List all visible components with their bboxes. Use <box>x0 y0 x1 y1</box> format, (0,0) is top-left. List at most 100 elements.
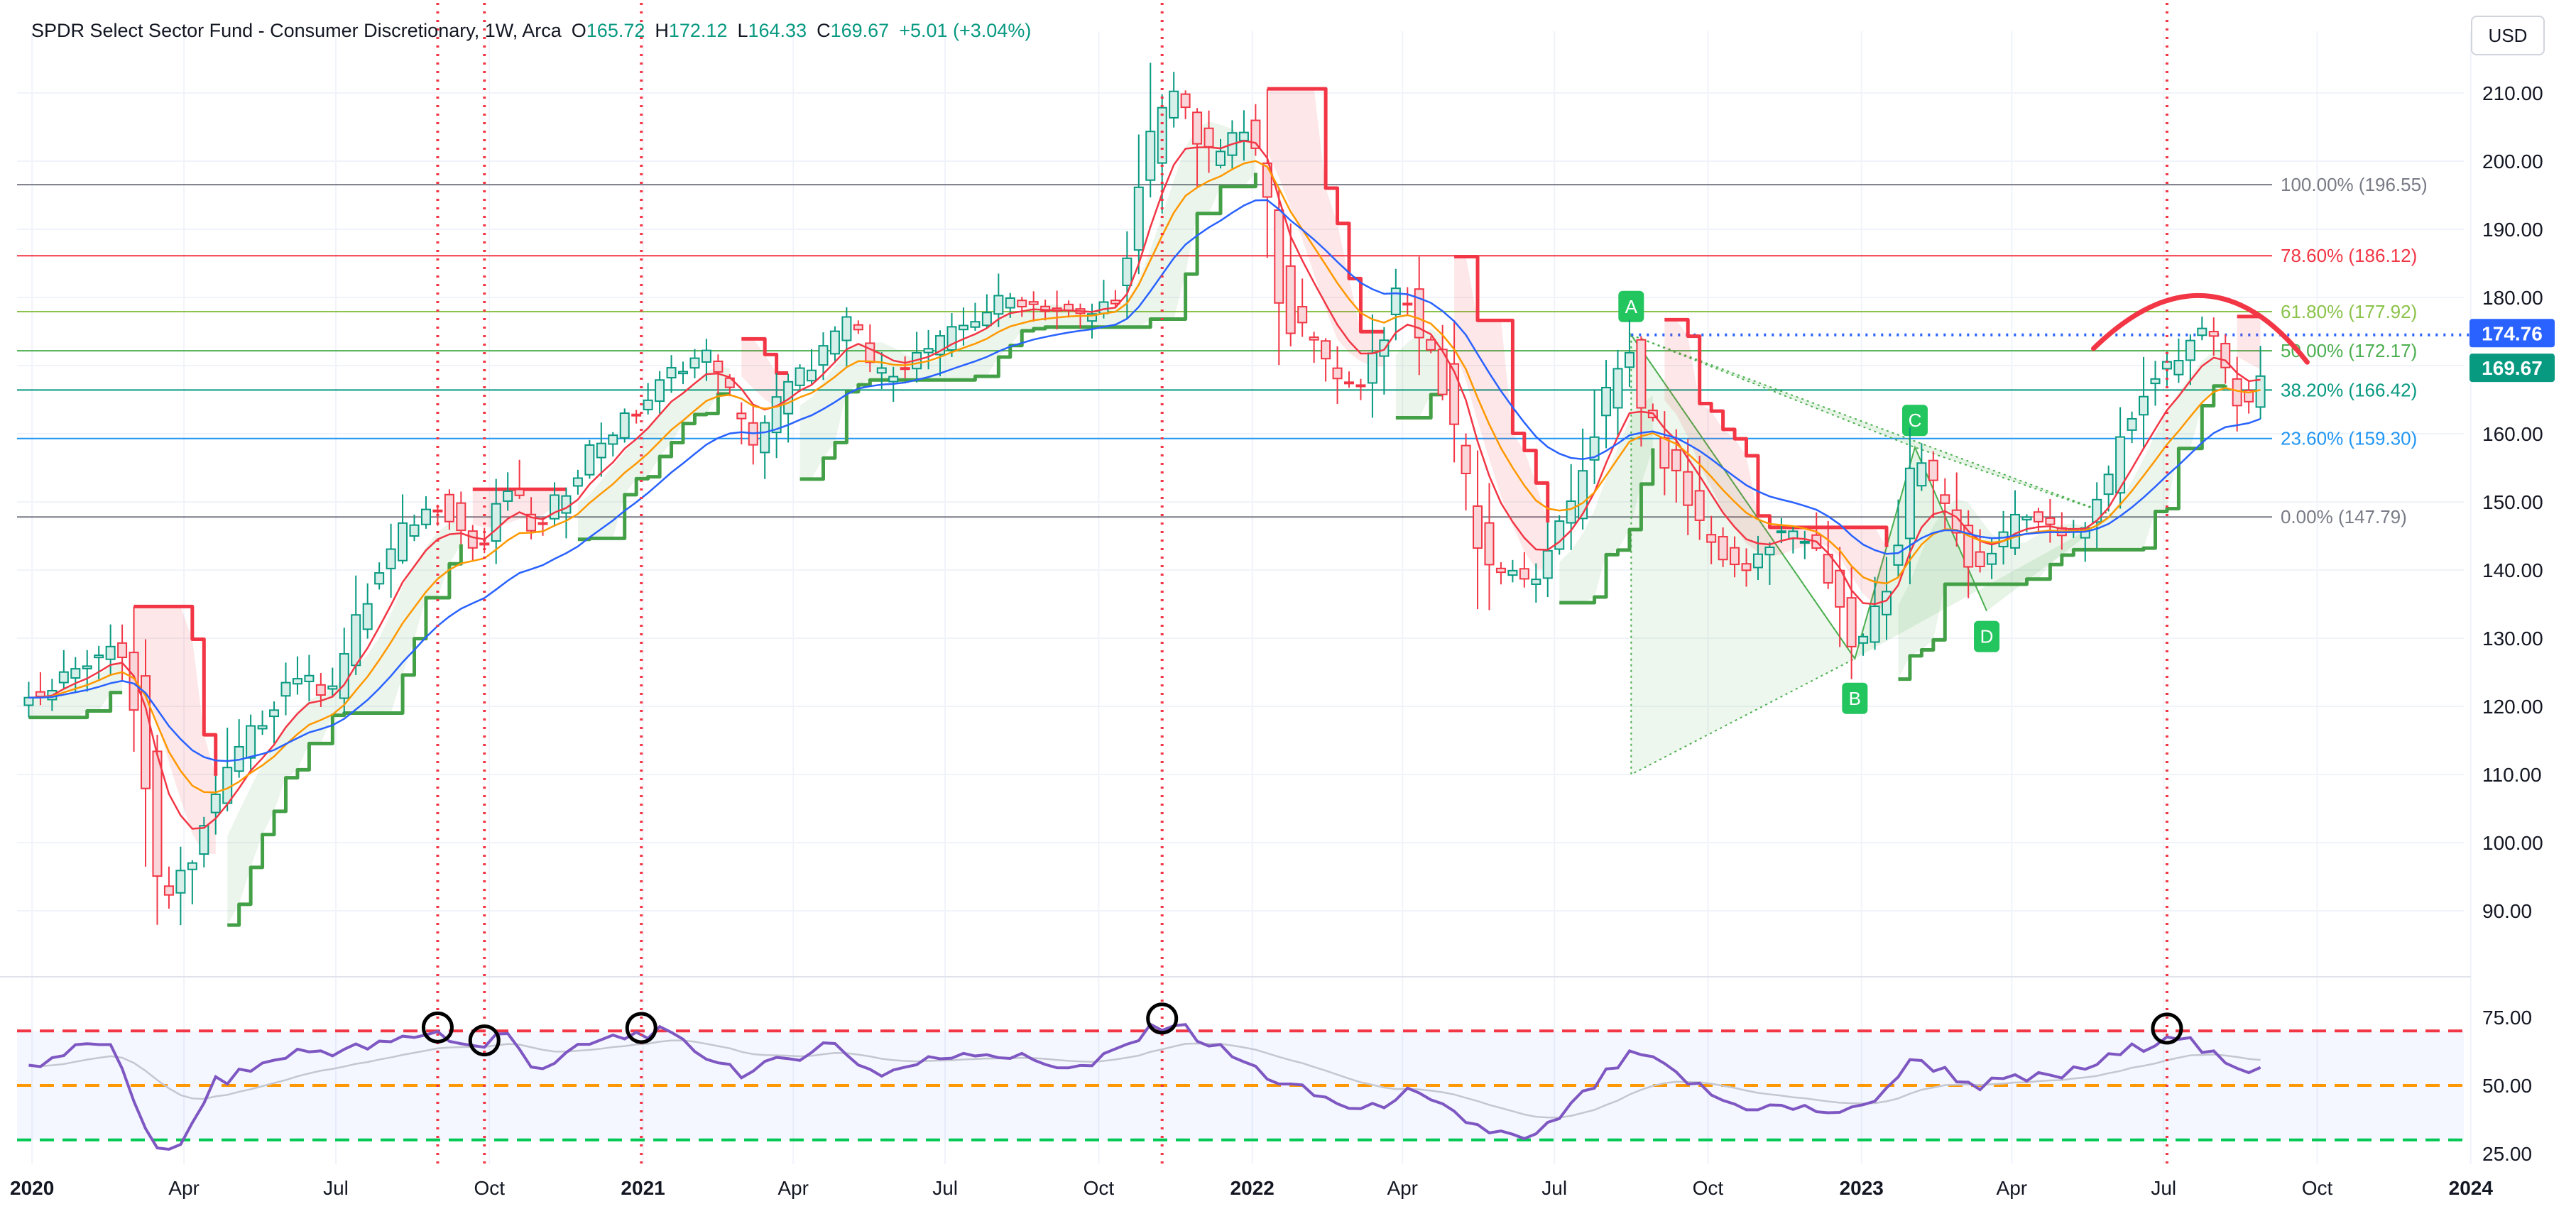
candle-body <box>1238 131 1249 141</box>
price-tag <box>2469 319 2555 348</box>
y-tick-label: 100.00 <box>2482 832 2543 854</box>
symbol-title: SPDR Select Sector Fund - Consumer Discr… <box>31 20 562 41</box>
candle-body <box>491 503 501 542</box>
candle-body <box>561 495 572 514</box>
candle-body <box>1367 352 1377 384</box>
candle-body <box>117 642 128 659</box>
channel-line <box>577 392 730 542</box>
overbought-circle <box>468 1024 501 1057</box>
rsi-band-fill <box>17 1031 2464 1140</box>
symbol-legend: SPDR Select Sector Fund - Consumer Discr… <box>31 20 1031 42</box>
candle-body <box>1274 209 1284 304</box>
candle-body <box>1461 444 1471 474</box>
channel-line <box>28 691 123 720</box>
low-value: 164.33 <box>748 20 807 41</box>
candle-body <box>2244 389 2254 403</box>
overbought-circle <box>625 1012 657 1044</box>
pattern-point-badge <box>1618 290 1644 322</box>
candle-body <box>58 671 69 684</box>
candle-body <box>362 603 373 630</box>
open-label: O <box>571 20 586 41</box>
candle-body <box>1507 569 1518 576</box>
channel-line <box>1395 393 1443 420</box>
candle-body <box>2045 517 2056 525</box>
candle-body <box>1157 106 1167 164</box>
candle-body <box>1484 522 1495 566</box>
candle-body <box>795 367 805 386</box>
candle-body <box>1180 93 1191 109</box>
candle-body <box>1098 301 1109 314</box>
candle-body <box>900 367 910 371</box>
candle-body <box>958 324 968 331</box>
candle-body <box>304 674 315 682</box>
candle-body <box>596 442 606 459</box>
candle-body <box>1402 302 1413 306</box>
candle-body <box>970 321 981 328</box>
channel-fill <box>799 121 1256 479</box>
candle-body <box>1542 549 1553 579</box>
candle-body <box>386 548 396 569</box>
candle-body <box>631 413 642 417</box>
moving-averages <box>28 140 2261 830</box>
pattern-point-badge <box>1842 682 1868 714</box>
close-value: 169.67 <box>830 20 890 41</box>
channel-fill <box>1454 256 1548 570</box>
overbought-circle <box>421 1011 454 1044</box>
y-tick-label: 150.00 <box>2482 491 2543 513</box>
candle-body <box>1624 351 1634 368</box>
candle-body <box>327 685 338 690</box>
channel-fill <box>1267 89 1385 367</box>
y-tick-label: 160.00 <box>2482 423 2543 445</box>
candle-body <box>199 825 209 855</box>
x-tick-label: Jul <box>1541 1177 1567 1199</box>
fib-level-label: 100.00% (196.55) <box>2281 174 2428 195</box>
candle-body <box>1741 563 1752 571</box>
candle-body <box>1893 544 1904 566</box>
candle-body <box>1659 437 1670 469</box>
y-tick-label: 120.00 <box>2482 696 2543 718</box>
candle-body <box>1332 367 1343 380</box>
price-tag-label: 174.76 <box>2482 322 2543 344</box>
candle-body <box>1437 349 1448 395</box>
candle-body <box>1169 90 1179 119</box>
price-tag <box>2469 354 2555 383</box>
candle-body <box>2232 378 2242 407</box>
candle-body <box>876 367 887 374</box>
candle-body <box>1028 301 1039 305</box>
y-tick-label: 130.00 <box>2482 628 2543 650</box>
candle-body <box>853 324 863 331</box>
x-tick-label: Apr <box>168 1177 200 1199</box>
pattern-point-badge <box>1974 620 2000 652</box>
channel-fill <box>1559 395 1653 603</box>
open-value: 165.72 <box>586 20 645 41</box>
triangle-pattern <box>1855 447 2114 659</box>
y-tick-label: 140.00 <box>2482 559 2543 581</box>
ema-line <box>28 140 2261 830</box>
candle-body <box>1612 368 1623 409</box>
candle-body <box>771 396 782 434</box>
candle-body <box>1799 540 1810 544</box>
candle-body <box>1916 462 1927 487</box>
rsi-pane <box>17 1022 2464 1151</box>
candle-body <box>1835 569 1845 608</box>
candle-body <box>1870 606 1880 643</box>
y-tick-label: 110.00 <box>2482 764 2542 786</box>
currency-button[interactable]: USD <box>2471 16 2545 55</box>
candle-body <box>2161 361 2172 370</box>
candle-body <box>1706 534 1717 543</box>
fib-level-label: 78.60% (186.12) <box>2281 245 2417 266</box>
candle-body <box>678 371 689 375</box>
candle-body <box>257 725 268 730</box>
candle-body <box>1671 449 1681 471</box>
candle-body <box>2139 395 2149 416</box>
y-tick-label: 90.00 <box>2482 900 2532 922</box>
candle-body <box>94 655 104 659</box>
fib-level-label: 0.00% (147.79) <box>2281 506 2407 527</box>
candle-body <box>315 684 326 696</box>
candle-body <box>807 369 817 382</box>
candle-body <box>689 357 700 369</box>
candle-body <box>70 668 81 679</box>
overbought-circle <box>2151 1012 2183 1045</box>
channel-fill <box>1898 349 2226 679</box>
